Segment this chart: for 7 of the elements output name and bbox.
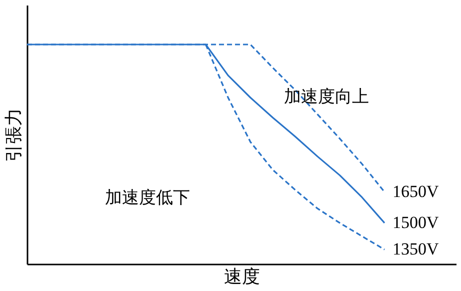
x-axis-title: 速度 [224,266,260,288]
annotation: 加速度低下 [105,188,190,208]
series-label: 1650V [392,182,440,202]
y-axis-title: 引張力 [4,108,24,162]
series-label: 1500V [392,212,440,232]
series-label: 1350V [392,240,440,259]
annotation: 加速度向上 [284,87,369,108]
